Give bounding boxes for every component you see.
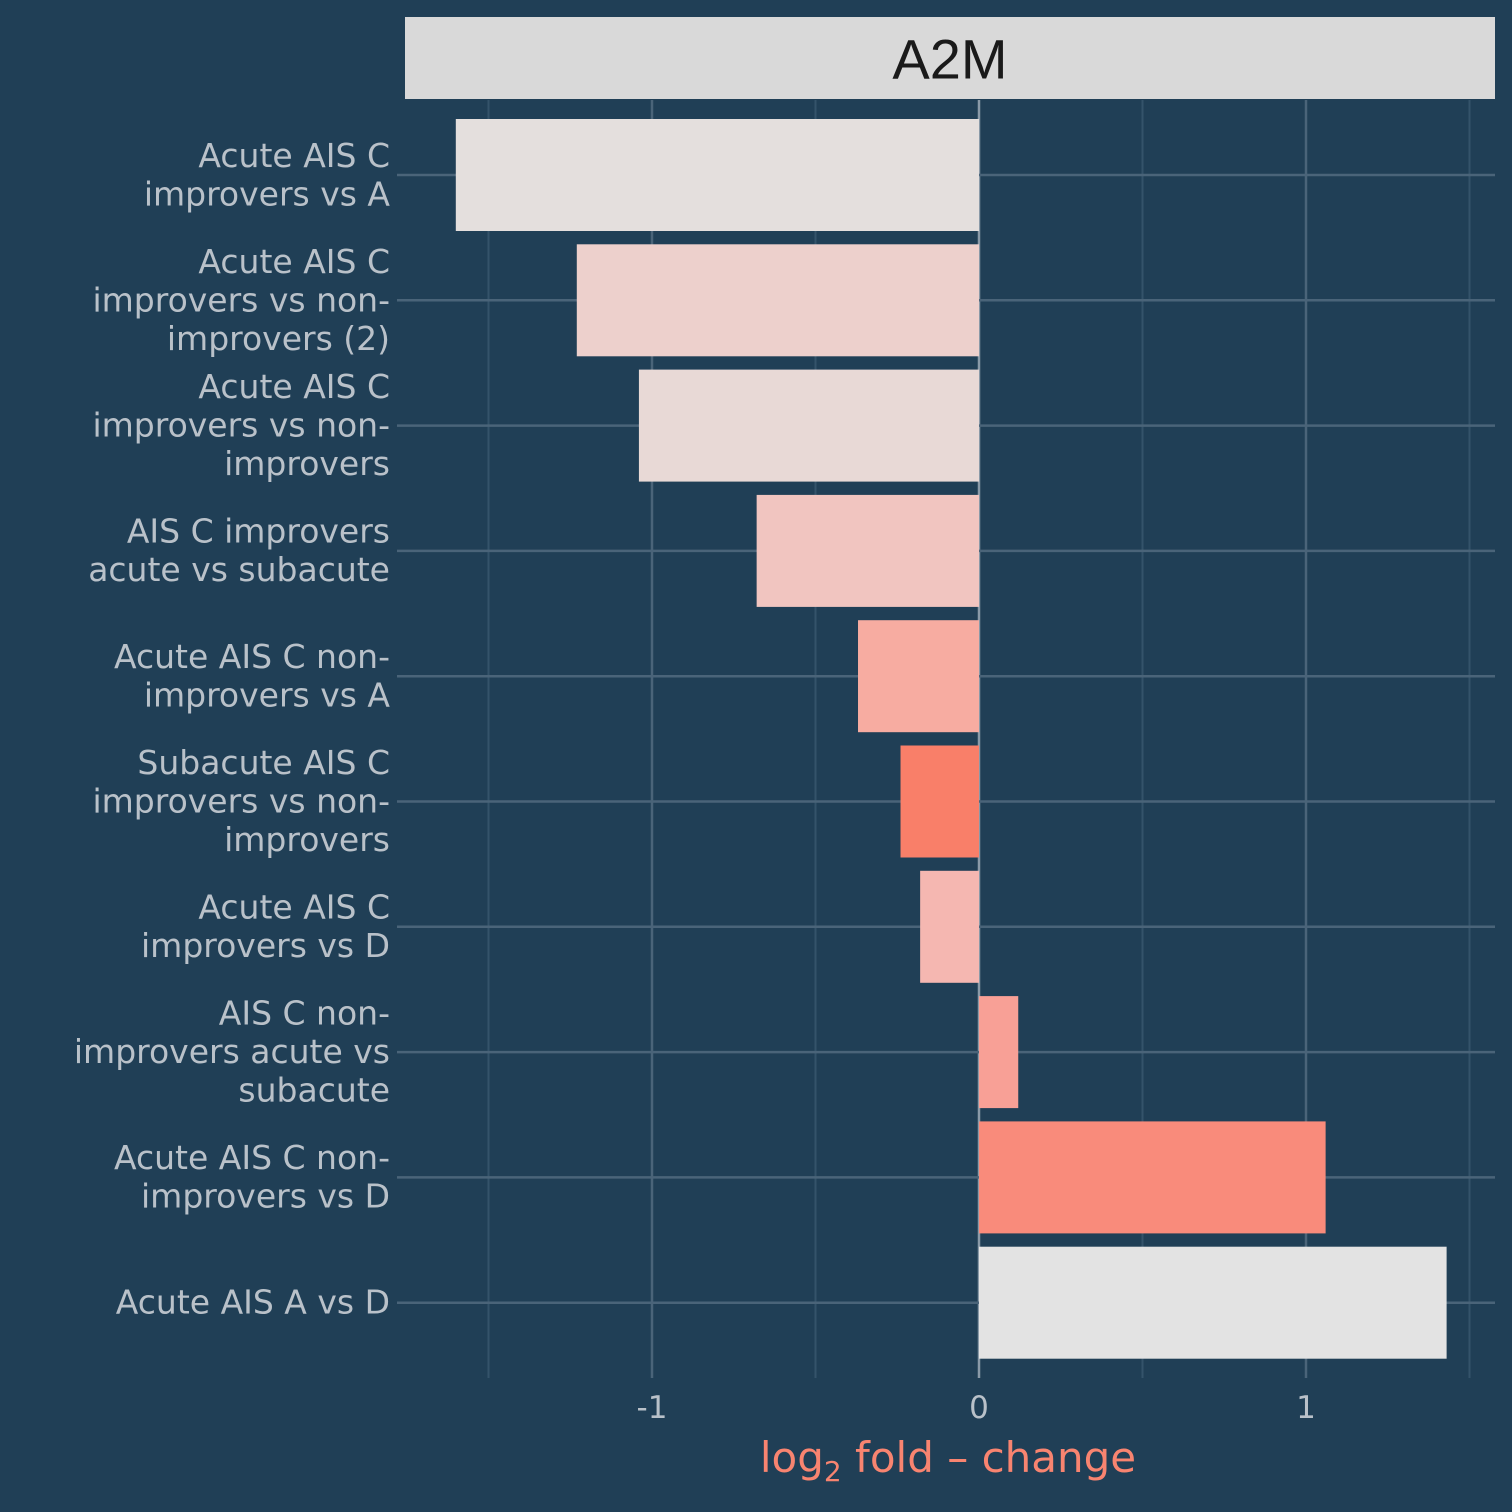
bar: [900, 745, 979, 858]
category-label-line: improvers (2): [167, 319, 390, 358]
category-label-line: improvers vs A: [144, 174, 391, 213]
category-label-line: Acute AIS C non-: [114, 1138, 390, 1177]
panel-title: A2M: [892, 28, 1007, 91]
category-label-line: Acute AIS A vs D: [116, 1283, 390, 1322]
category-label-line: improvers: [224, 820, 390, 859]
bar: [979, 1121, 1326, 1234]
category-label-line: improvers acute vs: [74, 1032, 390, 1071]
bar: [979, 1246, 1447, 1359]
x-tick-label: 0: [969, 1390, 989, 1426]
bar: [576, 244, 979, 357]
bar: [756, 494, 979, 607]
category-label-line: Acute AIS C: [198, 242, 390, 281]
category-label-line: improvers vs non-: [92, 782, 390, 821]
category-label: AIS C improvers acute vs subacute: [88, 512, 390, 590]
bar: [638, 369, 979, 482]
panel-strip: [405, 17, 1495, 99]
x-tick-label: 1: [1296, 1390, 1316, 1426]
category-label-line: improvers vs D: [141, 1177, 390, 1216]
category-label: AIS C non-improvers acute vs subacute: [74, 994, 390, 1110]
x-axis-title-rest: fold – change: [842, 1433, 1136, 1482]
category-label-line: improvers vs D: [141, 926, 390, 965]
category-label: Acute AIS C non-improvers vs A: [114, 637, 390, 715]
x-axis-title-main: log: [760, 1433, 824, 1482]
category-label-line: Acute AIS C non-: [114, 637, 390, 676]
bar: [979, 996, 1019, 1109]
category-label-line: improvers vs A: [144, 675, 391, 714]
bar: [455, 119, 979, 231]
category-label-line: AIS C non-: [219, 994, 390, 1033]
x-axis-title: log2 fold – change: [760, 1433, 1136, 1488]
category-label: Acute AIS C non-improvers vs D: [114, 1138, 390, 1216]
category-label-line: improvers vs non-: [92, 280, 390, 319]
category-label-line: Acute AIS C: [198, 888, 390, 927]
bar: [920, 870, 979, 983]
category-label-line: improvers: [224, 444, 390, 483]
bar: [858, 620, 979, 733]
category-label-line: Subacute AIS C: [137, 743, 390, 782]
category-label-line: Acute AIS C: [198, 136, 390, 175]
category-label-line: AIS C improvers: [127, 512, 390, 551]
category-label: Acute AIS A vs D: [116, 1283, 390, 1322]
x-axis-title-subscript: 2: [824, 1455, 842, 1488]
category-label-line: subacute: [238, 1071, 390, 1110]
category-label-line: improvers vs non-: [92, 406, 390, 445]
x-tick-label: -1: [637, 1390, 668, 1426]
category-label-line: Acute AIS C: [198, 367, 390, 406]
bar-layer: [455, 119, 1447, 1359]
category-label-line: acute vs subacute: [88, 550, 390, 589]
